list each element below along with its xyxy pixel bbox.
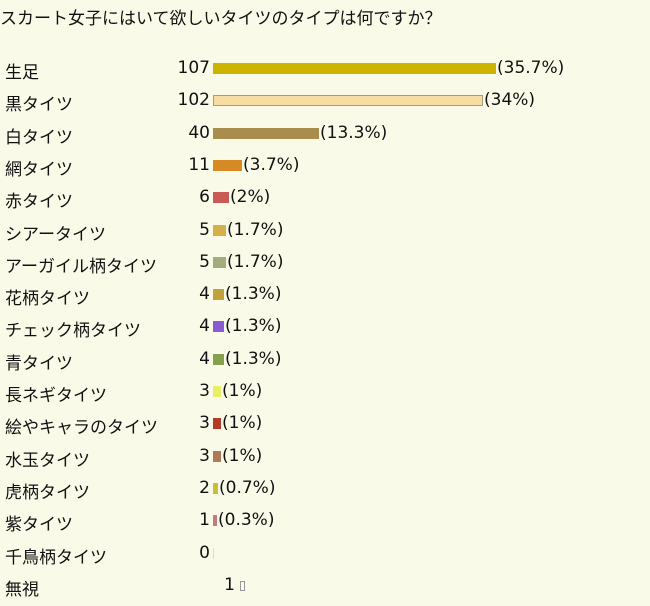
value-label: 4 (199, 348, 210, 369)
bar (213, 418, 221, 430)
chart-row: 花柄タイツ 4 (1.3%) (0, 278, 650, 310)
percent-label: (35.7%) (497, 58, 565, 78)
chart-row: 黒タイツ 102 (34%) (0, 84, 650, 116)
category-label: 虎柄タイツ (5, 482, 90, 503)
percent-label: (1.7%) (227, 251, 284, 272)
category-label: 無視 (5, 579, 39, 600)
chart-row: 無視 1 (0, 569, 650, 601)
chart-row: 千鳥柄タイツ 0 (0, 537, 650, 569)
bar (213, 386, 221, 397)
chart-row: 白タイツ 40 (13.3%) (0, 117, 650, 149)
category-label: 絵やキャラのタイツ (5, 418, 158, 439)
value-label: 4 (199, 284, 210, 305)
chart-row: 網タイツ 11 (3.7%) (0, 149, 650, 181)
percent-label: (1%) (222, 413, 263, 434)
percent-label: (0.3%) (218, 510, 275, 531)
percent-label: (13.3%) (320, 122, 388, 143)
category-label: 黒タイツ (5, 95, 73, 116)
bar (213, 450, 221, 462)
placeholder-box-icon (240, 580, 245, 591)
category-label: 赤タイツ (5, 192, 73, 213)
bar (213, 515, 217, 527)
category-label: 生足 (5, 63, 39, 83)
bar (213, 482, 218, 494)
percent-label: (1.7%) (227, 219, 284, 240)
chart-row: シアータイツ 5 (1.7%) (0, 214, 650, 246)
chart-row: 紫タイツ 1 (0.3%) (0, 504, 650, 536)
chart-row: 水玉タイツ 3 (1%) (0, 440, 650, 472)
bar (213, 547, 214, 559)
percent-label: (1.3%) (225, 284, 282, 305)
category-label: 白タイツ (5, 127, 73, 148)
category-label: シアータイツ (5, 224, 106, 245)
bar (213, 95, 483, 107)
category-label: アーガイル柄タイツ (5, 256, 157, 277)
category-label: 青タイツ (5, 353, 73, 374)
value-label: 3 (199, 445, 210, 466)
chart-row: 生足 107 (35.7%) (0, 52, 650, 84)
percent-label: (1.3%) (225, 348, 282, 369)
category-label: チェック柄タイツ (5, 321, 141, 342)
value-label: 3 (199, 413, 210, 434)
category-label: 長ネギタイツ (5, 386, 107, 406)
value-label: 11 (188, 154, 210, 175)
chart-row: 虎柄タイツ 2 (0.7%) (0, 472, 650, 504)
bar (213, 192, 229, 204)
percent-label: (0.7%) (219, 477, 276, 498)
chart-row: 青タイツ 4 (1.3%) (0, 343, 650, 375)
value-label: 102 (177, 90, 210, 111)
value-label: 1 (199, 510, 210, 531)
percent-label: (34%) (484, 90, 536, 111)
value-label: 0 (199, 542, 210, 563)
bar (213, 224, 226, 236)
chart-row: アーガイル柄タイツ 5 (1.7%) (0, 246, 650, 278)
value-label: 5 (199, 251, 210, 272)
bar (213, 127, 319, 139)
category-label: 紫タイツ (5, 515, 73, 536)
value-label: 6 (199, 187, 210, 208)
category-label: 花柄タイツ (5, 289, 90, 310)
value-label: 1 (224, 574, 235, 595)
percent-label: (1.3%) (225, 316, 282, 337)
chart-row: チェック柄タイツ 4 (1.3%) (0, 310, 650, 342)
bar (213, 256, 226, 268)
bar (213, 289, 224, 301)
category-label: 網タイツ (5, 159, 73, 180)
percent-label: (1%) (222, 445, 263, 466)
bar (213, 159, 242, 171)
value-label: 4 (199, 316, 210, 337)
percent-label: (3.7%) (243, 154, 300, 175)
value-label: 5 (199, 219, 210, 240)
value-label: 107 (177, 58, 210, 78)
percent-label: (2%) (230, 187, 271, 208)
bar (213, 321, 224, 333)
bar (213, 63, 496, 74)
chart-row: 赤タイツ 6 (2%) (0, 181, 650, 213)
category-label: 水玉タイツ (5, 450, 90, 471)
chart-row: 絵やキャラのタイツ 3 (1%) (0, 407, 650, 439)
category-label: 千鳥柄タイツ (5, 547, 107, 568)
chart-row: 長ネギタイツ 3 (1%) (0, 375, 650, 407)
value-label: 40 (188, 122, 210, 143)
bar (213, 353, 224, 365)
chart-title: スカート女子にはいて欲しいタイツのタイプは何ですか？ (0, 9, 442, 29)
percent-label: (1%) (222, 381, 263, 401)
value-label: 3 (199, 381, 210, 401)
value-label: 2 (199, 477, 210, 498)
